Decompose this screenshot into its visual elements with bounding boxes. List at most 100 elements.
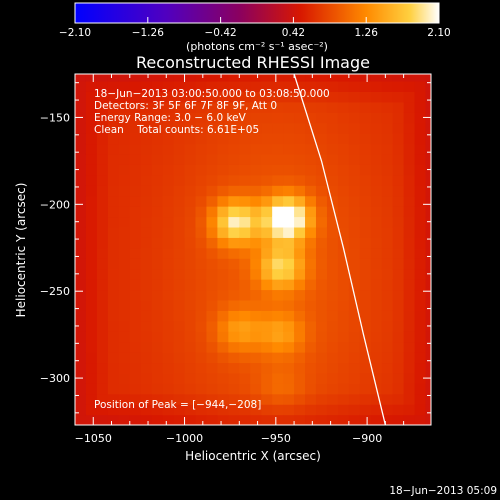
heatmap-cell — [151, 143, 164, 155]
heatmap-cell — [162, 383, 175, 395]
heatmap-cell — [107, 206, 120, 218]
heatmap-cell — [348, 404, 361, 416]
heatmap-cell — [173, 153, 186, 165]
heatmap-cell — [195, 164, 208, 176]
heatmap-cell — [217, 112, 229, 124]
heatmap-cell — [370, 289, 383, 301]
heatmap-cell — [359, 122, 372, 134]
heatmap-cell — [118, 393, 131, 405]
heatmap-cell — [140, 393, 153, 405]
heatmap-cell — [392, 101, 405, 113]
heatmap-cell — [425, 174, 431, 186]
heatmap-cell — [370, 404, 383, 416]
heatmap-cell — [184, 289, 197, 301]
heatmap-cell — [348, 393, 361, 405]
heatmap-cell — [140, 174, 153, 186]
heatmap-cell — [294, 289, 306, 301]
heatmap-cell — [326, 383, 339, 395]
heatmap-cell — [228, 258, 240, 270]
heatmap-cell — [228, 80, 240, 92]
heatmap-cell — [151, 352, 164, 364]
heatmap-cell — [315, 414, 328, 425]
heatmap-cell — [206, 164, 218, 176]
heatmap-cell — [250, 195, 262, 207]
heatmap-cell — [195, 122, 208, 134]
heatmap-cell — [315, 206, 328, 218]
heatmap-cell — [315, 237, 328, 249]
heatmap-cell — [425, 101, 431, 113]
heatmap-cell — [96, 101, 109, 113]
heatmap-cell — [392, 247, 405, 259]
heatmap-cell — [392, 122, 405, 134]
heatmap-cell — [272, 289, 284, 301]
heatmap-cell — [118, 258, 131, 270]
heatmap-cell — [239, 206, 251, 218]
heatmap-cell — [403, 237, 416, 249]
heatmap-cell — [217, 195, 229, 207]
heatmap-cell — [392, 372, 405, 384]
heatmap-cell — [85, 206, 98, 218]
heatmap-cell — [305, 74, 317, 82]
heatmap-cell — [359, 279, 372, 291]
heatmap-cell — [140, 247, 153, 259]
heatmap-cell — [315, 185, 328, 197]
heatmap-cell — [250, 247, 262, 259]
heatmap-cell — [326, 268, 339, 280]
heatmap-cell — [162, 112, 175, 124]
heatmap-cell — [272, 247, 284, 259]
heatmap-cell — [118, 195, 131, 207]
heatmap-cell — [85, 393, 98, 405]
heatmap-cell — [118, 91, 131, 103]
heatmap-cell — [129, 310, 142, 322]
heatmap-cell — [217, 258, 229, 270]
heatmap-cell — [151, 289, 164, 301]
heatmap-cell — [228, 414, 240, 425]
heatmap-cell — [283, 153, 295, 165]
heatmap-cell — [381, 320, 394, 332]
heatmap-cell — [425, 310, 431, 322]
heatmap-cell — [359, 74, 372, 82]
heatmap-cell — [239, 153, 251, 165]
heatmap-cell — [239, 320, 251, 332]
heatmap-cell — [326, 404, 339, 416]
heatmap-cell — [75, 383, 87, 395]
heatmap-cell — [206, 372, 218, 384]
heatmap-cell — [294, 341, 306, 353]
heatmap-cell — [75, 237, 87, 249]
heatmap-cell — [403, 404, 416, 416]
heatmap-cell — [392, 185, 405, 197]
heatmap-cell — [381, 206, 394, 218]
heatmap-cell — [348, 279, 361, 291]
heatmap-cell — [250, 372, 262, 384]
heatmap-cell — [151, 216, 164, 228]
heatmap-cell — [96, 320, 109, 332]
heatmap-cell — [370, 101, 383, 113]
heatmap-cell — [261, 91, 273, 103]
heatmap-cell — [272, 80, 284, 92]
heatmap-cell — [326, 289, 339, 301]
heatmap-cell — [305, 185, 317, 197]
heatmap-cell — [283, 174, 295, 186]
heatmap-cell — [326, 91, 339, 103]
heatmap-cell — [239, 393, 251, 405]
heatmap-cell — [370, 331, 383, 343]
heatmap-cell — [129, 91, 142, 103]
heatmap-cell — [228, 164, 240, 176]
heatmap-cell — [173, 299, 186, 311]
heatmap-cell — [206, 268, 218, 280]
heatmap-cell — [414, 122, 427, 134]
heatmap-cell — [315, 289, 328, 301]
heatmap-cell — [261, 383, 273, 395]
heatmap-cell — [250, 74, 262, 82]
heatmap-cell — [272, 206, 284, 218]
heatmap-cell — [250, 91, 262, 103]
heatmap-cell — [96, 164, 109, 176]
heatmap-cell — [118, 112, 131, 124]
heatmap-cell — [129, 195, 142, 207]
heatmap-cell — [315, 268, 328, 280]
colorbar-units-label: (photons cm⁻² s⁻¹ asec⁻²) — [186, 40, 328, 53]
heatmap-cell — [370, 91, 383, 103]
heatmap-cell — [184, 341, 197, 353]
heatmap-cell — [151, 362, 164, 374]
